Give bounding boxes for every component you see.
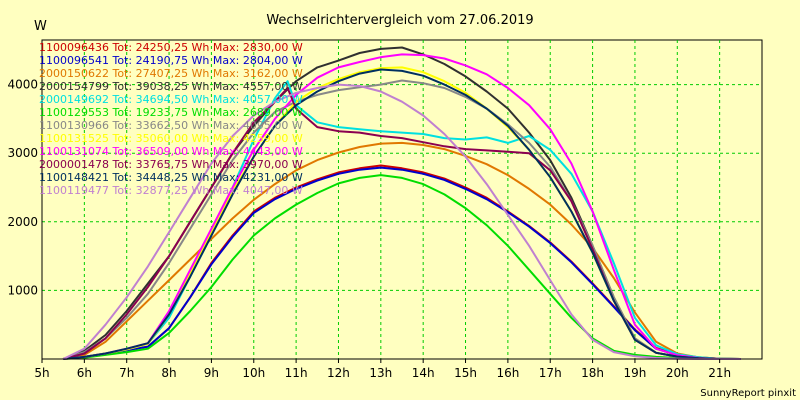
x-tick-label: 21h <box>708 366 731 380</box>
footer-credit: SunnyReport pinxit <box>700 388 796 399</box>
x-tick-label: 10h <box>242 366 265 380</box>
series-group <box>62 46 741 360</box>
x-tick-label: 16h <box>496 366 519 380</box>
legend-entry-2000154799: 2000154799 Tot: 39038,25 Wh Max: 4557,00… <box>39 80 303 93</box>
x-tick-label: 14h <box>412 366 435 380</box>
x-tick-label: 18h <box>581 366 604 380</box>
x-axis-ticks: 5h 6h 7h 8h 9h 10h 11h 12h 13h 14h 15h 16h 17h 18h 19h… <box>34 359 731 380</box>
x-tick-label: 11h <box>285 366 308 380</box>
axes <box>41 40 762 360</box>
legend-entry-2000149692: 2000149692 Tot: 34694,50 Wh Max: 4057,00… <box>39 93 303 106</box>
legend-entry-1100096436: 1100096436 Tot: 24250,25 Wh Max: 2830,00… <box>39 41 303 54</box>
series-line-1100096541 <box>63 166 741 360</box>
y-tick-label: 2000 <box>7 215 38 229</box>
legend-entry-2000150622: 2000150622 Tot: 27407,25 Wh Max: 3162,00… <box>39 67 303 80</box>
legend: 1100096436 Tot: 24250,25 Wh Max: 2830,00… <box>39 41 303 197</box>
chart-title: Wechselrichtervergleich vom 27.06.2019 <box>266 13 533 28</box>
legend-entry-1100131525: 1100131525 Tot: 35060,00 Wh Max: 4259,00… <box>39 132 303 145</box>
legend-entry-1100131074: 1100131074 Tot: 36509,00 Wh Max: 4443,00… <box>39 145 303 158</box>
x-tick-label: 6h <box>77 366 92 380</box>
series-line-1100131074 <box>63 53 741 360</box>
x-tick-label: 17h <box>539 366 562 380</box>
x-tick-label: 19h <box>624 366 647 380</box>
y-tick-label: 1000 <box>7 283 38 297</box>
x-tick-label: 15h <box>454 366 477 380</box>
y-tick-label: 3000 <box>7 146 38 160</box>
legend-entry-1100119477: 1100119477 Tot: 32877,25 Wh Max: 4047,00… <box>39 184 303 197</box>
legend-entry-1100096541: 1100096541 Tot: 24190,75 Wh Max: 2804,00… <box>39 54 303 67</box>
x-tick-label: 12h <box>327 366 350 380</box>
legend-entry-2000001478: 2000001478 Tot: 33765,75 Wh Max: 3970,00… <box>39 158 303 171</box>
y-tick-label: 4000 <box>7 78 38 92</box>
series-line-1100119477 <box>62 83 741 360</box>
series-line-1100148421 <box>63 68 741 360</box>
legend-entry-1100130966: 1100130966 Tot: 33662,50 Wh Max: 4095,00… <box>39 119 303 132</box>
x-tick-label: 13h <box>369 366 392 380</box>
series-line-1100129553 <box>63 174 741 360</box>
x-tick-label: 5h <box>34 366 49 380</box>
y-axis-unit-label: W <box>34 19 47 34</box>
legend-entry-1100148421: 1100148421 Tot: 34448,25 Wh Max: 4231,00… <box>39 171 303 184</box>
legend-entry-1100129553: 1100129553 Tot: 19233,75 Wh Max: 2689,00… <box>39 106 303 119</box>
y-axis-ticks: 1000 2000 3000 4000 <box>7 78 38 298</box>
x-tick-label: 7h <box>119 366 134 380</box>
x-tick-label: 8h <box>161 366 176 380</box>
x-tick-label: 9h <box>204 366 219 380</box>
x-tick-label: 20h <box>666 366 689 380</box>
